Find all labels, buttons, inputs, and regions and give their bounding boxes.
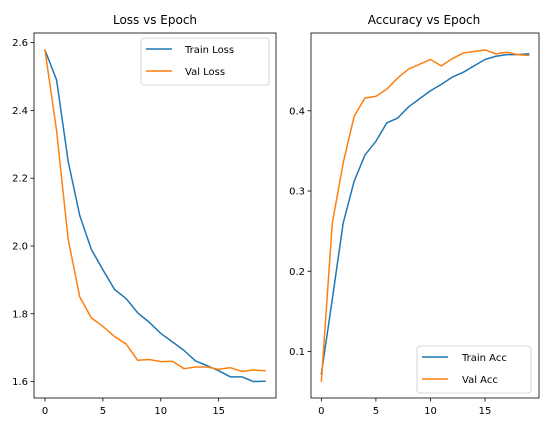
legend-label-val-acc: Val Acc bbox=[462, 375, 498, 386]
loss-y-tick-label: 1.8 bbox=[12, 309, 28, 320]
accuracy-chart-title: Accuracy vs Epoch bbox=[368, 13, 481, 27]
loss-legend: Train Loss Val Loss bbox=[140, 37, 270, 86]
legend-label-val-loss: Val Loss bbox=[185, 67, 225, 78]
accuracy-x-tick-label: 5 bbox=[373, 406, 379, 417]
val-loss-line bbox=[44, 49, 266, 373]
loss-series-lines bbox=[44, 49, 266, 383]
accuracy-series-lines bbox=[320, 49, 530, 382]
train-acc-line bbox=[320, 53, 530, 375]
accuracy-x-tick-label: 10 bbox=[424, 406, 437, 417]
legend-label-train-acc: Train Acc bbox=[461, 353, 507, 364]
loss-x-tick-label: 10 bbox=[154, 406, 167, 417]
accuracy-x-tick-label: 15 bbox=[479, 406, 492, 417]
loss-x-axis: 0 5 10 15 bbox=[42, 398, 225, 417]
loss-plot-area bbox=[33, 32, 277, 399]
accuracy-x-axis: 0 5 10 15 bbox=[318, 398, 491, 417]
accuracy-plot-area bbox=[310, 32, 540, 399]
accuracy-y-axis: 0.1 0.2 0.3 0.4 bbox=[289, 106, 311, 358]
loss-y-tick-label: 1.6 bbox=[12, 377, 28, 388]
loss-x-tick-label: 15 bbox=[212, 406, 225, 417]
accuracy-y-tick-label: 0.4 bbox=[289, 106, 305, 117]
accuracy-y-tick-label: 0.3 bbox=[289, 187, 305, 198]
accuracy-y-tick-label: 0.1 bbox=[289, 347, 305, 358]
loss-chart-title: Loss vs Epoch bbox=[113, 13, 197, 27]
loss-y-tick-label: 2.2 bbox=[12, 174, 28, 185]
loss-y-tick-label: 2.4 bbox=[12, 106, 28, 117]
loss-y-axis: 1.6 1.8 2.0 2.2 2.4 2.6 bbox=[12, 38, 34, 388]
loss-y-tick-label: 2.0 bbox=[12, 242, 28, 253]
loss-y-tick-label: 2.6 bbox=[12, 38, 28, 49]
accuracy-y-tick-label: 0.2 bbox=[289, 267, 305, 278]
val-acc-line bbox=[320, 49, 530, 382]
train-loss-line bbox=[44, 49, 266, 383]
accuracy-x-tick-label: 0 bbox=[318, 406, 324, 417]
accuracy-chart-panel: Accuracy vs Epoch 0.1 0.2 0.3 0.4 0 5 10 15 Tr… bbox=[289, 13, 540, 417]
loss-legend-box bbox=[140, 37, 270, 86]
accuracy-legend: Train Acc Val Acc bbox=[416, 345, 532, 394]
loss-x-tick-label: 0 bbox=[42, 406, 48, 417]
loss-chart-panel: Loss vs Epoch 1.61.82.02.22.42.6 0 5 10 15 … bbox=[12, 13, 277, 417]
legend-label-train-loss: Train Loss bbox=[184, 45, 234, 56]
loss-x-tick-label: 5 bbox=[100, 406, 106, 417]
